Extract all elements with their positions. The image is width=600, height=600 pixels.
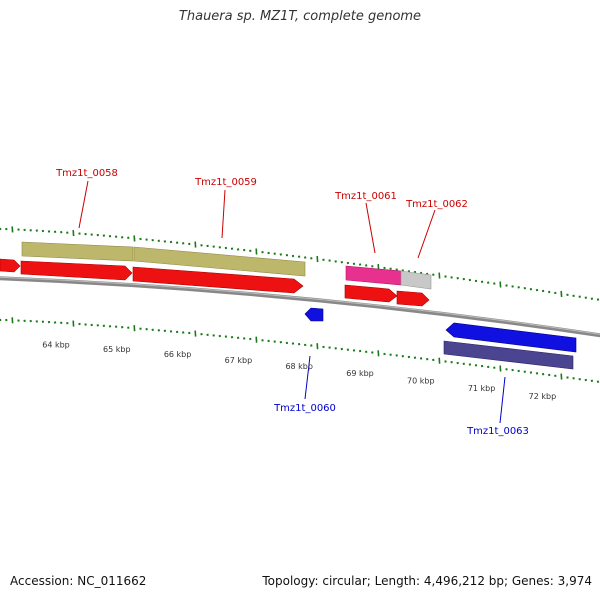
leader-line-tmz1t-0063 <box>499 376 506 424</box>
cds-arrow-tmz1t-0061[interactable] <box>344 284 398 303</box>
scale-label: 65 kbp <box>103 345 131 354</box>
accession-label: Accession: NC_011662 <box>10 574 147 588</box>
genome-summary-label: Topology: circular; Length: 4,496,212 bp… <box>262 574 592 588</box>
scale-label: 64 kbp <box>42 341 70 350</box>
scale-label: 67 kbp <box>225 356 253 365</box>
cds-arrow-tmz1t-0062[interactable] <box>396 290 430 307</box>
gene-label-tmz1t-0062[interactable]: Tmz1t_0062 <box>405 199 468 210</box>
gene-block-tmz1t-0061[interactable] <box>345 265 402 286</box>
gene-block-tmz1t-0063[interactable] <box>443 340 574 370</box>
cds-arrow-tmz1t-0060[interactable] <box>304 307 324 322</box>
leader-line-tmz1t-0058 <box>78 180 89 229</box>
leader-line-tmz1t-0061 <box>365 202 376 254</box>
gene-block-tmz1t-0059[interactable] <box>133 246 306 277</box>
gene-block-tmz1t-0062[interactable] <box>400 270 432 290</box>
leader-line-tmz1t-0062 <box>417 209 436 259</box>
cds-arrow-tmz1t-0058[interactable] <box>20 260 133 281</box>
map-title: Thauera sp. MZ1T, complete genome <box>178 9 422 24</box>
cds-arrow-left-edge[interactable] <box>0 258 21 273</box>
gene-label-tmz1t-0059[interactable]: Tmz1t_0059 <box>194 177 257 188</box>
scale-labels: 64 kbp 65 kbp 66 kbp 67 kbp 68 kbp 69 kbp 70 k… <box>42 341 556 402</box>
outer-ruler <box>0 226 600 301</box>
gene-label-tmz1t-0058[interactable]: Tmz1t_0058 <box>55 168 118 179</box>
inner-ruler <box>0 317 600 383</box>
leader-line-tmz1t-0059 <box>221 189 226 239</box>
scale-label: 68 kbp <box>285 362 313 371</box>
scale-label: 71 kbp <box>468 384 496 393</box>
gene-block-tmz1t-0058[interactable] <box>21 241 134 262</box>
scale-label: 70 kbp <box>407 376 435 385</box>
cds-arrow-tmz1t-0063[interactable] <box>445 322 577 353</box>
scale-label: 66 kbp <box>164 350 192 359</box>
genome-backbone <box>0 276 600 338</box>
genome-backbone-highlight <box>0 276 600 335</box>
gene-label-tmz1t-0060[interactable]: Tmz1t_0060 <box>273 403 336 414</box>
leader-line-tmz1t-0060 <box>304 355 311 400</box>
gene-label-tmz1t-0061[interactable]: Tmz1t_0061 <box>334 191 397 202</box>
gene-label-tmz1t-0063[interactable]: Tmz1t_0063 <box>466 426 529 437</box>
scale-label: 72 kbp <box>529 392 557 401</box>
cds-arrow-tmz1t-0059[interactable] <box>132 266 304 294</box>
scale-label: 69 kbp <box>346 369 374 378</box>
